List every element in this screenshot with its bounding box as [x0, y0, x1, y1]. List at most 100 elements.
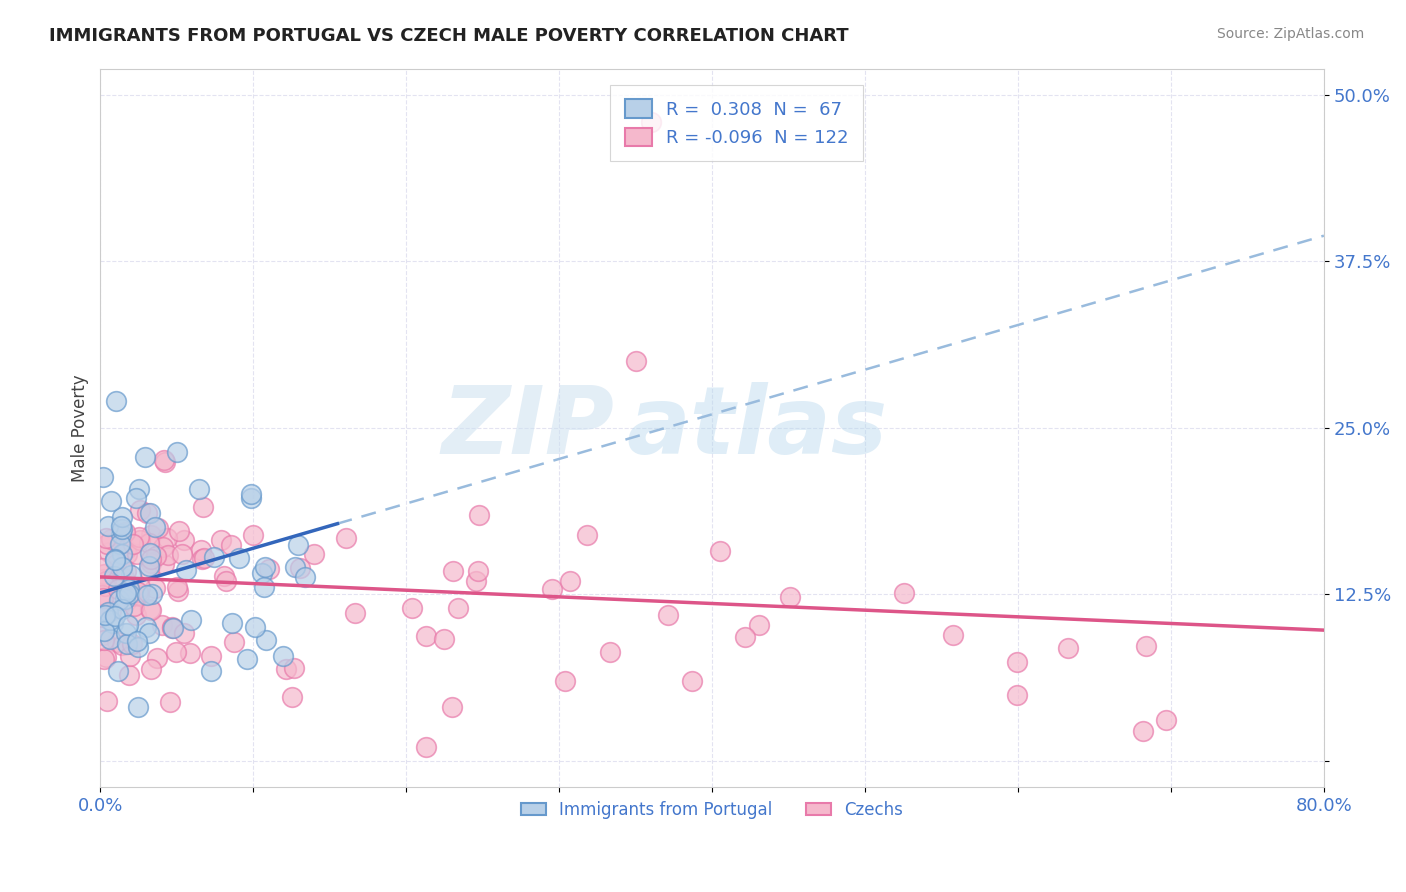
Point [209, 533, 232, 547]
Point [134, 450, 156, 465]
Point [153, 557, 176, 571]
Point [118, 667, 141, 681]
Point [188, 482, 211, 496]
Point [640, 114, 662, 128]
Point [294, 570, 316, 584]
Point [253, 580, 276, 594]
Point [139, 507, 162, 521]
Point [222, 635, 245, 649]
Point [172, 548, 194, 562]
Point [139, 528, 162, 542]
Point [682, 673, 704, 688]
Point [153, 452, 176, 467]
Point [281, 690, 304, 704]
Point [104, 608, 127, 623]
Point [125, 491, 148, 505]
Point [96, 693, 118, 707]
Point [554, 674, 576, 689]
Point [162, 621, 184, 635]
Point [129, 580, 152, 594]
Point [93, 624, 115, 638]
Point [121, 637, 143, 651]
Point [252, 566, 274, 580]
Point [90, 588, 112, 602]
Point [100, 533, 122, 547]
Point [212, 569, 235, 583]
Point [145, 549, 167, 563]
Point [274, 662, 297, 676]
Point [156, 548, 179, 562]
Point [174, 563, 197, 577]
Point [1005, 688, 1028, 702]
Point [128, 483, 150, 497]
Point [94, 607, 117, 622]
Point [115, 636, 138, 650]
Point [152, 617, 174, 632]
Point [104, 553, 127, 567]
Point [169, 524, 191, 539]
Point [283, 661, 305, 675]
Point [180, 614, 202, 628]
Point [1135, 639, 1157, 653]
Point [1057, 640, 1080, 655]
Point [107, 665, 129, 679]
Point [105, 635, 128, 649]
Point [111, 602, 134, 616]
Point [96, 574, 118, 589]
Point [179, 647, 201, 661]
Point [153, 455, 176, 469]
Point [96, 531, 118, 545]
Point [156, 531, 179, 545]
Point [139, 662, 162, 676]
Point [98, 613, 121, 627]
Point [114, 586, 136, 600]
Point [111, 547, 134, 561]
Point [257, 562, 280, 576]
Point [100, 604, 122, 618]
Point [117, 618, 139, 632]
Point [441, 564, 464, 578]
Point [138, 536, 160, 550]
Point [558, 574, 581, 588]
Point [288, 561, 311, 575]
Point [91, 470, 114, 484]
Point [138, 626, 160, 640]
Point [146, 651, 169, 665]
Text: ZIP: ZIP [441, 382, 614, 474]
Point [464, 574, 486, 589]
Point [166, 580, 188, 594]
Point [103, 568, 125, 582]
Point [127, 547, 149, 561]
Point [415, 629, 437, 643]
Point [128, 588, 150, 602]
Point [302, 547, 325, 561]
Point [467, 508, 489, 523]
Point [219, 538, 242, 552]
Point [287, 538, 309, 552]
Legend: Immigrants from Portugal, Czechs: Immigrants from Portugal, Czechs [515, 794, 910, 826]
Point [120, 568, 142, 582]
Point [779, 590, 801, 604]
Point [127, 585, 149, 599]
Point [94, 579, 117, 593]
Point [415, 740, 437, 755]
Point [93, 632, 115, 647]
Point [114, 525, 136, 540]
Point [90, 561, 112, 575]
Point [115, 593, 138, 607]
Point [93, 651, 115, 665]
Point [139, 603, 162, 617]
Point [139, 556, 162, 570]
Point [94, 649, 117, 664]
Point [215, 574, 238, 588]
Point [115, 626, 138, 640]
Point [467, 564, 489, 578]
Point [127, 640, 149, 654]
Point [236, 652, 259, 666]
Point [96, 537, 118, 551]
Point [148, 521, 170, 535]
Point [118, 648, 141, 663]
Point [125, 633, 148, 648]
Point [576, 527, 599, 541]
Point [110, 523, 132, 537]
